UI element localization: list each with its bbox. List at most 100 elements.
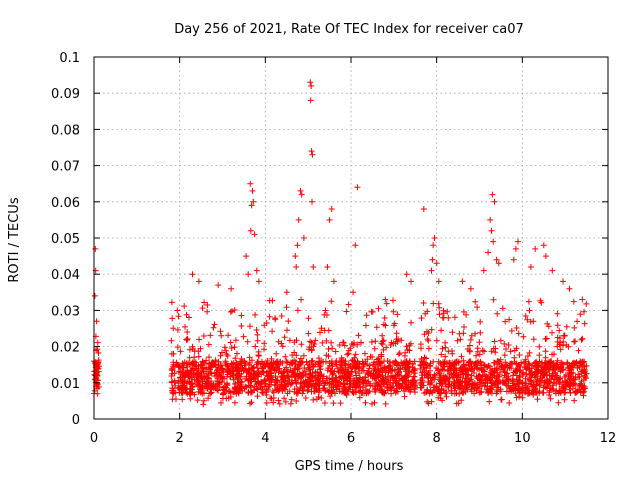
data-point bbox=[530, 336, 537, 343]
data-point bbox=[377, 383, 384, 390]
data-point bbox=[392, 340, 399, 347]
data-point bbox=[580, 392, 587, 399]
data-point bbox=[389, 375, 396, 381]
x-tick-label: 12 bbox=[600, 431, 617, 446]
data-point bbox=[249, 187, 256, 194]
data-point bbox=[494, 358, 501, 365]
data-point bbox=[486, 398, 493, 405]
data-point bbox=[247, 180, 254, 187]
data-point bbox=[270, 389, 277, 396]
data-point bbox=[307, 370, 314, 377]
data-point bbox=[411, 373, 418, 380]
data-point bbox=[501, 380, 508, 387]
data-point bbox=[255, 278, 262, 285]
data-point bbox=[293, 398, 300, 404]
data-point bbox=[485, 249, 492, 256]
data-point bbox=[546, 366, 553, 373]
data-point bbox=[283, 358, 290, 365]
y-tick-label: 0.01 bbox=[51, 377, 80, 392]
data-point bbox=[307, 79, 314, 86]
data-point bbox=[379, 332, 386, 339]
data-point bbox=[207, 390, 214, 397]
data-point bbox=[388, 384, 395, 391]
data-point bbox=[278, 340, 285, 347]
data-point bbox=[433, 337, 440, 344]
data-point bbox=[255, 353, 262, 359]
data-point bbox=[218, 365, 225, 372]
data-point bbox=[322, 387, 329, 394]
data-point bbox=[536, 343, 543, 350]
data-point bbox=[292, 253, 299, 260]
data-point bbox=[433, 260, 440, 267]
data-point bbox=[231, 399, 238, 406]
data-point bbox=[405, 368, 412, 375]
data-point bbox=[340, 339, 347, 346]
data-point bbox=[218, 379, 225, 386]
data-point bbox=[581, 320, 588, 327]
data-point bbox=[497, 388, 504, 395]
data-point bbox=[398, 372, 405, 379]
data-point bbox=[486, 363, 493, 370]
y-tick-labels: 0 0.01 0.02 0.03 0.04 0.05 0.06 0.07 0.08 0.09 0.1 bbox=[51, 51, 80, 428]
data-point bbox=[393, 360, 400, 367]
data-point bbox=[408, 278, 414, 285]
data-point bbox=[528, 377, 535, 384]
data-point bbox=[518, 359, 525, 366]
data-point bbox=[232, 365, 239, 372]
data-point bbox=[437, 395, 444, 402]
data-point bbox=[476, 339, 483, 346]
data-point bbox=[372, 338, 379, 345]
data-point bbox=[513, 361, 520, 368]
data-point bbox=[286, 337, 293, 344]
data-point bbox=[428, 267, 435, 274]
data-point bbox=[189, 389, 196, 396]
data-point bbox=[570, 380, 577, 387]
data-point bbox=[454, 377, 461, 384]
data-point bbox=[477, 358, 484, 365]
data-point bbox=[170, 325, 177, 332]
data-point bbox=[383, 300, 390, 307]
data-point bbox=[420, 300, 427, 306]
data-point bbox=[270, 361, 277, 368]
data-point bbox=[319, 339, 326, 346]
data-point bbox=[279, 343, 286, 350]
data-point bbox=[367, 353, 374, 360]
x-tick-label: 4 bbox=[261, 431, 269, 446]
x-tick-label: 0 bbox=[90, 431, 98, 446]
data-point bbox=[206, 354, 212, 361]
data-point bbox=[537, 297, 544, 304]
data-point bbox=[266, 297, 273, 304]
data-point bbox=[404, 346, 411, 353]
data-point bbox=[308, 339, 315, 346]
data-point bbox=[472, 298, 479, 305]
data-point bbox=[490, 296, 497, 303]
data-point bbox=[440, 314, 447, 321]
data-point bbox=[466, 381, 473, 388]
data-point bbox=[411, 367, 418, 374]
data-point bbox=[268, 372, 275, 379]
data-point bbox=[487, 369, 494, 376]
data-point bbox=[497, 337, 504, 344]
data-point bbox=[567, 390, 574, 396]
data-point bbox=[306, 359, 313, 366]
data-point bbox=[429, 389, 436, 396]
data-point bbox=[521, 360, 528, 367]
data-point bbox=[91, 292, 98, 299]
data-point bbox=[371, 399, 378, 406]
y-tick-label: 0.1 bbox=[59, 51, 80, 66]
data-point bbox=[210, 324, 217, 331]
data-point bbox=[515, 330, 522, 337]
data-point bbox=[578, 336, 585, 343]
data-point bbox=[549, 329, 555, 336]
data-point bbox=[563, 341, 570, 348]
data-point bbox=[281, 395, 288, 402]
data-point bbox=[375, 305, 382, 312]
data-point bbox=[297, 355, 304, 362]
data-point bbox=[278, 313, 285, 319]
data-point bbox=[300, 352, 307, 359]
data-point bbox=[317, 329, 323, 336]
data-point bbox=[527, 264, 534, 270]
data-point bbox=[522, 313, 529, 319]
data-point bbox=[182, 323, 188, 330]
data-point bbox=[471, 385, 478, 392]
